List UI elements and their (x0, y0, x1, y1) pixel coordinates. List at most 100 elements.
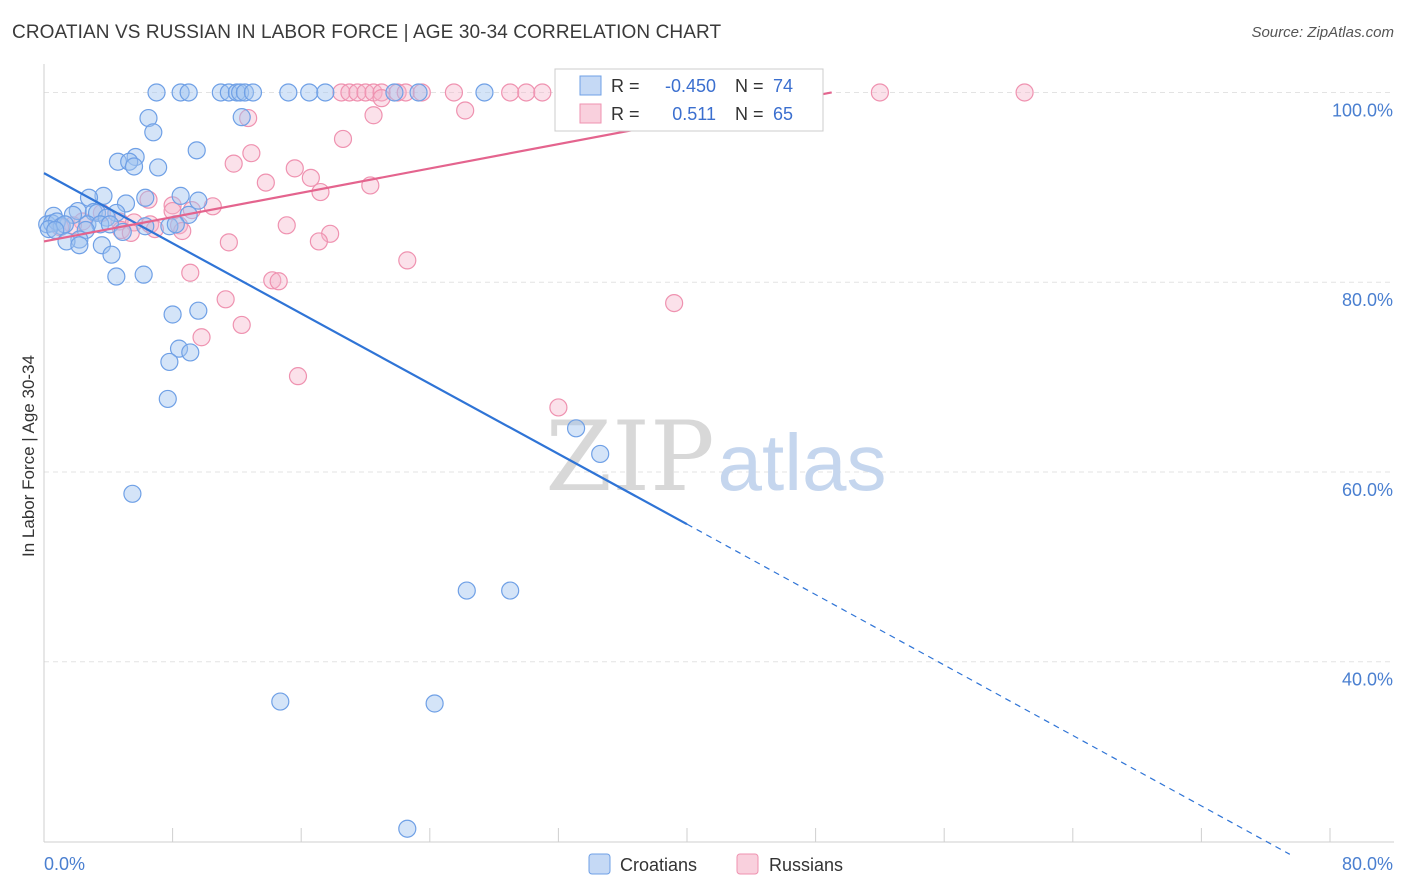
watermark-zip: ZIP (545, 401, 714, 513)
data-point-russians (239, 108, 258, 128)
data-point-croatians (123, 484, 142, 503)
trend-line-croatians (43, 172, 688, 526)
data-point-croatians (134, 265, 153, 284)
data-point-russians (870, 83, 890, 102)
y-tick-label: 60.0% (1342, 480, 1393, 500)
data-point-russians (285, 159, 304, 178)
series-croatians (38, 83, 610, 838)
data-point-croatians (136, 188, 155, 207)
bottom-legend-label-croatians: Croatians (620, 855, 697, 875)
data-point-croatians (243, 83, 263, 102)
data-point-russians (665, 293, 684, 313)
data-point-russians (501, 83, 520, 102)
y-tick-label: 40.0% (1342, 670, 1393, 690)
data-point-russians (444, 83, 464, 102)
series-russians (50, 83, 1034, 417)
data-point-russians (549, 398, 568, 417)
legend-swatch-croatians (579, 75, 602, 96)
data-point-croatians (147, 83, 166, 102)
data-point-russians (181, 263, 200, 282)
data-point-croatians (169, 339, 189, 358)
data-point-croatians (39, 219, 58, 239)
legend-r-label: R = (611, 76, 640, 96)
data-point-russians (288, 367, 308, 386)
bottom-legend: Croatians Russians (588, 853, 843, 875)
data-point-croatians (475, 83, 494, 102)
watermark-atlas: atlas (718, 418, 887, 507)
data-point-croatians (107, 267, 126, 286)
axes (43, 64, 1394, 843)
y-tick-labels: 100.0% 80.0% 60.0% 40.0% (1332, 100, 1393, 689)
data-point-russians (269, 272, 288, 291)
data-point-russians (309, 232, 328, 251)
data-point-russians (192, 328, 211, 347)
data-point-croatians (271, 692, 290, 711)
data-point-croatians (160, 352, 179, 372)
data-point-russians (242, 144, 261, 163)
data-point-croatians (171, 186, 190, 205)
data-point-croatians (409, 83, 428, 102)
data-point-croatians (316, 83, 335, 102)
data-point-russians (219, 233, 238, 252)
bottom-legend-label-russians: Russians (769, 855, 843, 875)
data-point-croatians (591, 444, 610, 464)
x-tick-label: 0.0% (44, 854, 85, 874)
data-point-croatians (231, 83, 250, 102)
data-point-russians (333, 129, 353, 149)
data-point-croatians (385, 83, 404, 102)
data-point-croatians (144, 123, 163, 142)
data-point-croatians (116, 194, 136, 213)
legend-swatch-russians (579, 103, 602, 124)
legend-n-label: N = (735, 104, 764, 124)
data-point-croatians (139, 108, 158, 128)
data-point-russians (311, 182, 330, 202)
data-point-croatians (70, 236, 89, 255)
data-point-croatians (158, 389, 177, 409)
data-point-croatians (149, 158, 168, 177)
data-point-russians (1015, 83, 1034, 102)
legend-r-value-russians: 0.511 (672, 104, 716, 124)
data-point-croatians (187, 141, 206, 160)
data-point-russians (224, 154, 243, 173)
data-point-russians (372, 83, 391, 102)
data-point-russians (517, 83, 536, 102)
source-credit: Source: ZipAtlas.com (1251, 24, 1394, 41)
data-point-russians (364, 106, 383, 125)
legend-n-value-russians: 65 (773, 104, 793, 124)
data-point-croatians (425, 694, 444, 713)
data-point-croatians (181, 343, 200, 362)
data-point-russians (216, 290, 235, 309)
data-point-croatians (566, 419, 586, 438)
data-point-croatians (163, 305, 182, 324)
legend-n-label: N = (735, 76, 764, 96)
bottom-legend-swatch-russians (736, 853, 759, 875)
data-point-russians (277, 216, 296, 235)
chart-title: CROATIAN VS RUSSIAN IN LABOR FORCE | AGE… (12, 22, 722, 43)
legend-n-value-croatians: 74 (773, 76, 793, 96)
data-point-croatians (232, 108, 251, 127)
data-point-croatians (501, 581, 520, 600)
data-point-croatians (189, 301, 208, 320)
legend-r-value-croatians: -0.450 (665, 76, 716, 96)
y-tick-label: 80.0% (1342, 290, 1393, 310)
data-point-croatians (179, 83, 198, 102)
data-point-croatians (279, 83, 298, 102)
data-point-russians (456, 101, 475, 120)
data-point-croatians (102, 245, 121, 264)
x-tick-label: 80.0% (1342, 854, 1393, 874)
data-point-russians (139, 190, 158, 209)
data-point-croatians (92, 236, 111, 255)
data-point-russians (232, 315, 251, 335)
y-tick-label: 100.0% (1332, 100, 1393, 120)
data-point-russians (263, 271, 282, 290)
legend-r-label: R = (611, 104, 640, 124)
legend-box: R = -0.450 N = 74 R = 0.511 N = 65 (554, 68, 824, 132)
grid-lines (44, 91, 1394, 663)
watermark: ZIP atlas (545, 401, 886, 513)
data-point-russians (398, 251, 417, 270)
data-point-russians (533, 83, 552, 102)
trend-line-croatians-extension (686, 523, 1291, 855)
data-point-russians (301, 168, 320, 187)
data-point-russians (256, 173, 275, 192)
